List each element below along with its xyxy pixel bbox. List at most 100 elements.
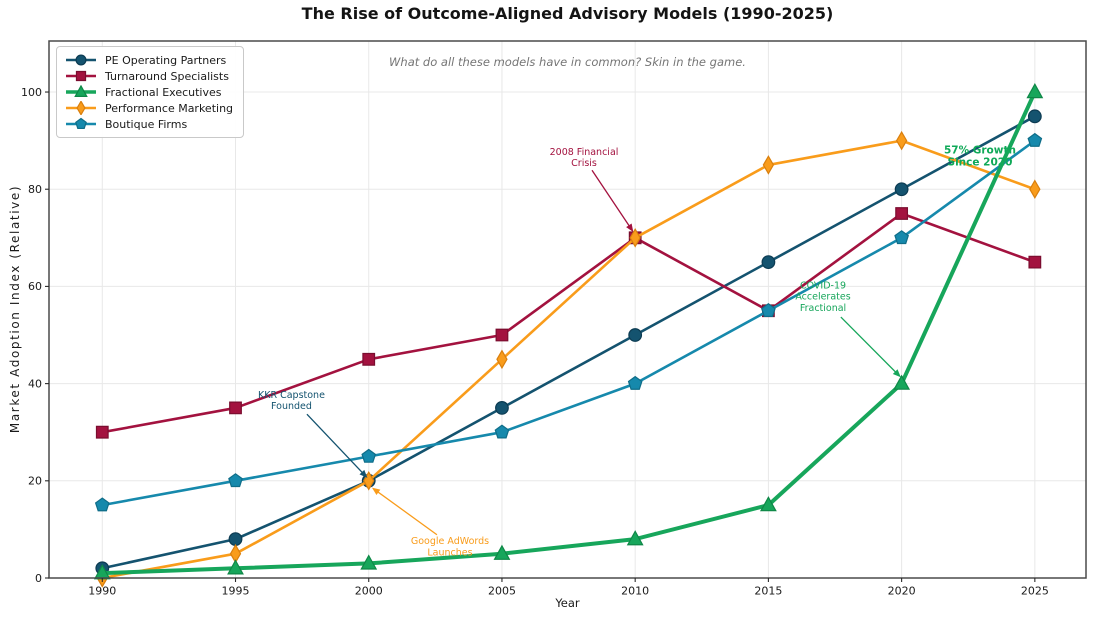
circle-marker-icon [66, 54, 96, 66]
pentagon-marker-icon [66, 117, 96, 130]
annotation-arrow [306, 413, 365, 475]
annotation-arrowhead [626, 223, 634, 232]
annotation-arrowhead [892, 369, 901, 378]
pentagon-marker-icon [627, 375, 643, 390]
pentagon-marker-icon [1027, 132, 1043, 147]
triangle-marker-icon [66, 85, 96, 97]
triangle-marker-icon [227, 559, 244, 575]
x-tick-label: 2010 [621, 585, 649, 598]
circle-marker-icon [894, 182, 909, 197]
circle-marker-icon [1027, 109, 1042, 124]
diamond-marker-icon [629, 228, 641, 248]
circle-marker-icon [628, 328, 643, 342]
annotation-text: COVID-19 [800, 280, 846, 291]
legend-item-performance-marketing: Performance Marketing [64, 100, 233, 116]
y-tick-label: 20 [28, 475, 42, 488]
circle-marker-icon [761, 255, 776, 270]
series-line [100, 115, 1037, 570]
square-marker-icon [895, 207, 909, 220]
legend-label: Fractional Executives [105, 85, 222, 99]
x-tick-label: 1995 [222, 585, 250, 598]
square-marker-icon [66, 70, 96, 82]
diamond-marker-icon [762, 155, 775, 175]
annotation-text: Google AdWords [411, 536, 489, 547]
diamond-marker-icon [895, 130, 908, 151]
x-tick-label: 2005 [488, 585, 516, 598]
legend-label: PE Operating Partners [105, 53, 227, 67]
x-tick-label: 1990 [88, 585, 116, 598]
diamond-marker-icon [66, 101, 96, 115]
square-marker-icon [362, 352, 376, 366]
series-line [100, 90, 1037, 576]
annotation-arrow [375, 490, 438, 536]
annotation-text: Since 2020 [948, 157, 1013, 169]
annotation-text: 57% Growth [944, 144, 1016, 156]
square-marker-icon [495, 328, 509, 342]
legend-label: Performance Marketing [105, 101, 234, 115]
square-marker-icon [229, 401, 242, 415]
x-tick-label: 2015 [754, 585, 782, 598]
annotation-arrow [591, 169, 632, 229]
series-boutique-firms [94, 132, 1043, 512]
y-tick-label: 100 [21, 86, 42, 99]
series-performance-marketing [96, 130, 1041, 588]
series-fractional-executives [93, 82, 1044, 580]
pentagon-marker-icon [361, 448, 377, 463]
triangle-marker-icon [759, 496, 777, 512]
x-tick-label: 2020 [888, 585, 916, 598]
triangle-marker-icon [893, 374, 911, 390]
pentagon-marker-icon [94, 497, 110, 512]
pentagon-marker-icon [75, 117, 87, 130]
circle-marker-icon [75, 54, 87, 66]
triangle-marker-icon [74, 85, 88, 97]
pentagon-marker-icon [494, 424, 510, 439]
legend-item-boutique-firms: Boutique Firms [64, 116, 233, 132]
circle-marker-icon [495, 401, 509, 415]
chart-inner-note: What do all these models have in common?… [389, 55, 746, 69]
y-axis-label: Market Adoption Index (Relative) [8, 184, 22, 434]
circle-marker-icon [228, 532, 243, 547]
legend: PE Operating Partners Turnaround Speciali… [56, 46, 245, 138]
triangle-marker-icon [360, 554, 378, 570]
series-pe-operating-partners [95, 109, 1042, 576]
legend-label: Turnaround Specialists [105, 69, 229, 83]
series-line [100, 139, 1037, 580]
y-tick-label: 40 [28, 377, 42, 390]
x-tick-label: 2025 [1021, 585, 1049, 598]
annotation-arrow [840, 316, 898, 375]
axes: 1990 1995 2000 2005 2010 2015 2020 2025 0 20 40 60 8… [21, 86, 1049, 598]
diamond-marker-icon [76, 101, 86, 115]
plot-border [48, 40, 1087, 579]
annotation-text: Crisis [571, 158, 597, 169]
pentagon-marker-icon [761, 302, 776, 317]
annotation-text: KKR Capstone [258, 390, 325, 401]
square-marker-icon [95, 425, 109, 439]
annotation-arrowhead [359, 469, 368, 478]
y-tick-label: 0 [35, 572, 42, 585]
square-marker-icon [1028, 255, 1042, 269]
series-line [100, 139, 1037, 507]
annotation-text: Launches [427, 547, 472, 558]
annotation-arrowhead [371, 487, 381, 495]
triangle-marker-icon [1026, 82, 1044, 99]
annotation-text: 2008 Financial [550, 147, 619, 158]
annotation-text: Founded [271, 401, 312, 412]
legend-item-pe-operating-partners: PE Operating Partners [64, 52, 233, 68]
x-axis-label: Year [555, 596, 580, 610]
pentagon-marker-icon [228, 473, 243, 488]
series-line [100, 212, 1037, 434]
triangle-marker-icon [493, 544, 511, 560]
square-marker-icon [75, 70, 87, 82]
legend-item-fractional-executives: Fractional Executives [64, 84, 233, 100]
x-tick-label: 2000 [355, 585, 383, 598]
legend-label: Boutique Firms [105, 117, 188, 131]
annotation-text: Accelerates [795, 292, 850, 303]
y-tick-label: 80 [28, 183, 42, 196]
annotation-text: Fractional [800, 303, 846, 314]
